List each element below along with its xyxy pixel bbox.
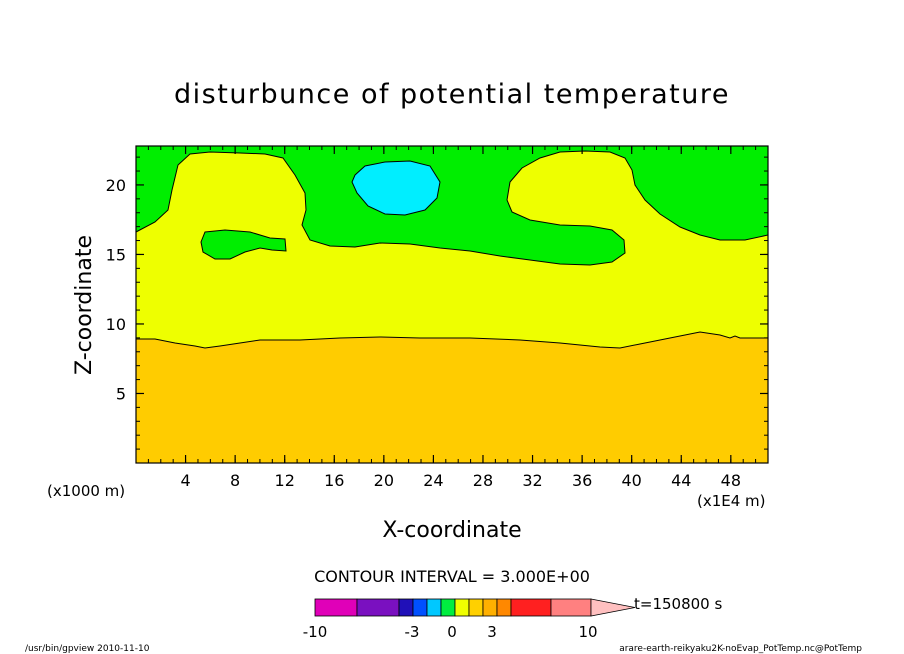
x-tick-label: 20	[374, 471, 394, 490]
minor-ticks	[136, 146, 769, 463]
x-tick-label: 48	[721, 471, 741, 490]
plot-frame	[135, 145, 769, 464]
y-tick-label: 15	[106, 245, 126, 264]
colorbar-tick-label: 0	[447, 623, 457, 641]
colorbar-tick-label: 10	[578, 623, 597, 641]
footer-right: arare-earth-reikyaku2K-noEvap_PotTemp.nc…	[619, 644, 862, 654]
x-tick-label: 40	[622, 471, 642, 490]
x-tick-label: 16	[324, 471, 344, 490]
colorbar-box	[356, 598, 400, 617]
colorbar-box	[482, 598, 498, 617]
colorbar-tick-label: -3	[405, 623, 420, 641]
x-unit-label: (x1000 m)	[47, 482, 125, 500]
x-tick-label: 4	[180, 471, 190, 490]
colorbar-box	[440, 598, 456, 617]
y-axis-label: Z-coordinate	[72, 235, 97, 375]
colorbar-box	[510, 598, 552, 617]
x-axis-ticks: 4 8 12 16 20 24 28 32 36 40 44 48	[180, 146, 741, 490]
x-tick-label: 32	[522, 471, 542, 490]
colorbar-box	[468, 598, 484, 617]
x-tick-label: 36	[572, 471, 592, 490]
colorbar-box	[496, 598, 512, 617]
y-tick-label: 20	[106, 176, 126, 195]
x-scale-label: (x1E4 m)	[697, 492, 766, 510]
contour-interval-label: CONTOUR INTERVAL = 3.000E+00	[314, 567, 590, 586]
colorbar-box	[550, 598, 592, 617]
colorbar	[314, 598, 636, 617]
footer-left: /usr/bin/gpview 2010-11-10	[25, 644, 150, 654]
y-tick-label: 10	[106, 315, 126, 334]
region-green-island	[200, 229, 287, 260]
x-tick-label: 12	[275, 471, 295, 490]
colorbar-box	[454, 598, 470, 617]
colorbar-ticks: -10 -3 0 3 10	[303, 623, 598, 641]
x-tick-label: 28	[473, 471, 493, 490]
region-cyan-bubble	[351, 160, 441, 216]
colorbar-tick-label: -10	[303, 623, 328, 641]
x-tick-label: 44	[671, 471, 691, 490]
x-tick-label: 24	[423, 471, 443, 490]
colorbar-arrow	[590, 598, 636, 617]
colorbar-box	[398, 598, 414, 617]
x-tick-label: 8	[230, 471, 240, 490]
chart-title: disturbunce of potential temperature	[174, 79, 730, 110]
y-tick-label: 5	[116, 384, 126, 403]
x-axis-label: X-coordinate	[382, 518, 521, 543]
colorbar-tick-label: 3	[487, 623, 497, 641]
region-green-upper	[136, 146, 768, 266]
colorbar-box	[426, 598, 442, 617]
y-axis-ticks: 5 10 15 20	[106, 176, 768, 403]
colorbar-box	[412, 598, 428, 617]
colorbar-box	[314, 598, 358, 617]
time-label: t=150800 s	[634, 595, 722, 613]
